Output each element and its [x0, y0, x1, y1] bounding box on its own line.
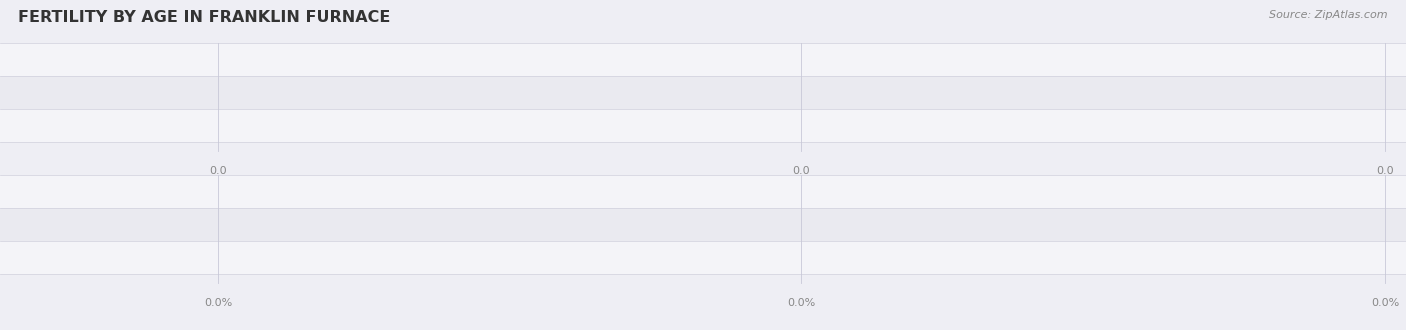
Text: 0.0: 0.0 [278, 54, 298, 64]
Ellipse shape [14, 116, 24, 135]
Text: 0.0: 0.0 [278, 87, 298, 97]
FancyBboxPatch shape [0, 250, 740, 265]
FancyBboxPatch shape [0, 217, 740, 232]
Text: 0.0%: 0.0% [274, 219, 302, 229]
Text: 0.0: 0.0 [278, 120, 298, 130]
Text: FERTILITY BY AGE IN FRANKLIN FURNACE: FERTILITY BY AGE IN FRANKLIN FURNACE [18, 10, 391, 25]
FancyBboxPatch shape [0, 184, 740, 199]
Text: Source: ZipAtlas.com: Source: ZipAtlas.com [1270, 10, 1388, 20]
Text: 15 to 19 years: 15 to 19 years [34, 53, 120, 66]
FancyBboxPatch shape [15, 215, 1384, 234]
Text: 35 to 50 years: 35 to 50 years [34, 251, 120, 264]
Text: 20 to 34 years: 20 to 34 years [34, 86, 120, 99]
Text: 0.0%: 0.0% [274, 186, 302, 196]
FancyBboxPatch shape [0, 118, 740, 133]
Ellipse shape [14, 50, 24, 69]
Ellipse shape [14, 83, 24, 102]
Text: 20 to 34 years: 20 to 34 years [34, 218, 120, 231]
Ellipse shape [14, 215, 24, 234]
FancyBboxPatch shape [0, 52, 740, 67]
FancyBboxPatch shape [15, 182, 1384, 201]
FancyBboxPatch shape [15, 83, 1384, 102]
Text: 35 to 50 years: 35 to 50 years [34, 119, 120, 132]
FancyBboxPatch shape [15, 116, 1384, 135]
FancyBboxPatch shape [0, 85, 740, 100]
Ellipse shape [14, 248, 24, 267]
Text: 0.0%: 0.0% [274, 252, 302, 262]
Text: 15 to 19 years: 15 to 19 years [34, 185, 120, 198]
FancyBboxPatch shape [15, 248, 1384, 267]
Ellipse shape [14, 182, 24, 201]
FancyBboxPatch shape [15, 50, 1384, 69]
